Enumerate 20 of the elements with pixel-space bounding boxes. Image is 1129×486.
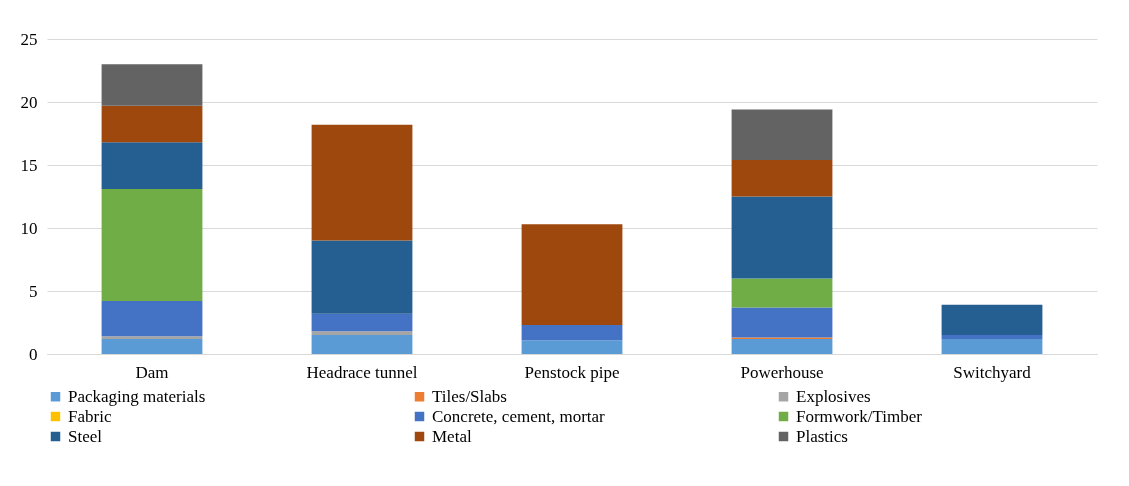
y-tick-label: 0 [29,344,38,364]
y-tick-label: 25 [20,29,38,49]
legend-label: Concrete, cement, mortar [432,406,606,426]
y-tick-label: 20 [20,92,38,112]
legend-label: Steel [68,426,103,446]
legend-label: Tiles/Slabs [432,386,507,406]
y-tick-label: 10 [20,218,38,238]
legend-label: Plastics [796,426,848,446]
legend-label: Fabric [68,406,112,426]
y-tick-label: 15 [20,155,38,175]
y-tick-label: 5 [29,281,38,301]
legend-label: Metal [432,426,472,446]
x-tick-label: Headrace tunnel [306,362,418,382]
x-tick-label: Switchyard [953,362,1032,382]
x-tick-label: Penstock pipe [524,362,620,382]
x-tick-label: Dam [135,362,169,382]
legend-label: Packaging materials [68,386,206,406]
x-tick-label: Powerhouse [740,362,824,382]
legend-label: Explosives [796,386,871,406]
legend-label: Formwork/Timber [796,406,923,426]
